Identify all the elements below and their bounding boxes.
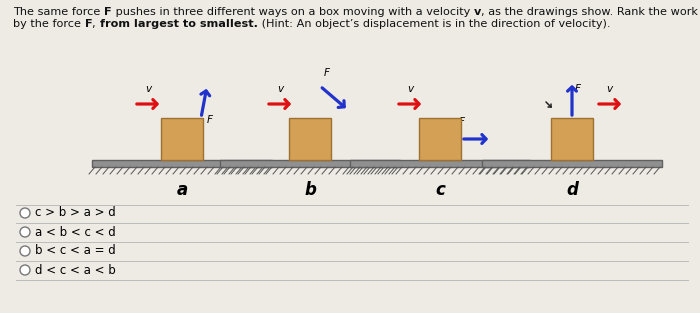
Text: d < c < a < b: d < c < a < b (35, 264, 116, 276)
Text: from largest to smallest.: from largest to smallest. (99, 19, 258, 29)
Text: v: v (407, 84, 413, 94)
Text: v: v (277, 84, 283, 94)
Text: (Hint: An object’s displacement is in the direction of velocity).: (Hint: An object’s displacement is in th… (258, 19, 610, 29)
Circle shape (20, 208, 30, 218)
Text: d: d (566, 181, 578, 199)
Text: by the force: by the force (13, 19, 85, 29)
Text: F: F (207, 115, 213, 125)
Text: b < c < a = d: b < c < a = d (35, 244, 116, 258)
Text: c > b > a > d: c > b > a > d (35, 207, 116, 219)
Bar (482, 160, 662, 167)
Bar (220, 160, 400, 167)
Text: F: F (85, 19, 92, 29)
Circle shape (20, 265, 30, 275)
Text: The same force: The same force (13, 7, 104, 17)
Circle shape (20, 227, 30, 237)
Text: a: a (176, 181, 188, 199)
Text: F: F (324, 68, 330, 78)
Text: F: F (459, 117, 465, 127)
Text: a < b < c < d: a < b < c < d (35, 225, 116, 239)
Bar (161, 118, 203, 160)
Text: F: F (575, 84, 581, 94)
Bar (419, 118, 461, 160)
Text: v: v (473, 7, 481, 17)
Bar (350, 160, 530, 167)
Text: F: F (104, 7, 111, 17)
Text: pushes in three different ways on a box moving with a velocity: pushes in three different ways on a box … (111, 7, 473, 17)
Circle shape (20, 246, 30, 256)
Text: v: v (145, 84, 151, 94)
Bar (289, 118, 331, 160)
Text: c: c (435, 181, 445, 199)
Text: v: v (606, 84, 612, 94)
Bar (92, 160, 272, 167)
Text: ,: , (92, 19, 99, 29)
Text: , as the drawings show. Rank the work done: , as the drawings show. Rank the work do… (481, 7, 700, 17)
Bar (551, 118, 593, 160)
Text: b: b (304, 181, 316, 199)
